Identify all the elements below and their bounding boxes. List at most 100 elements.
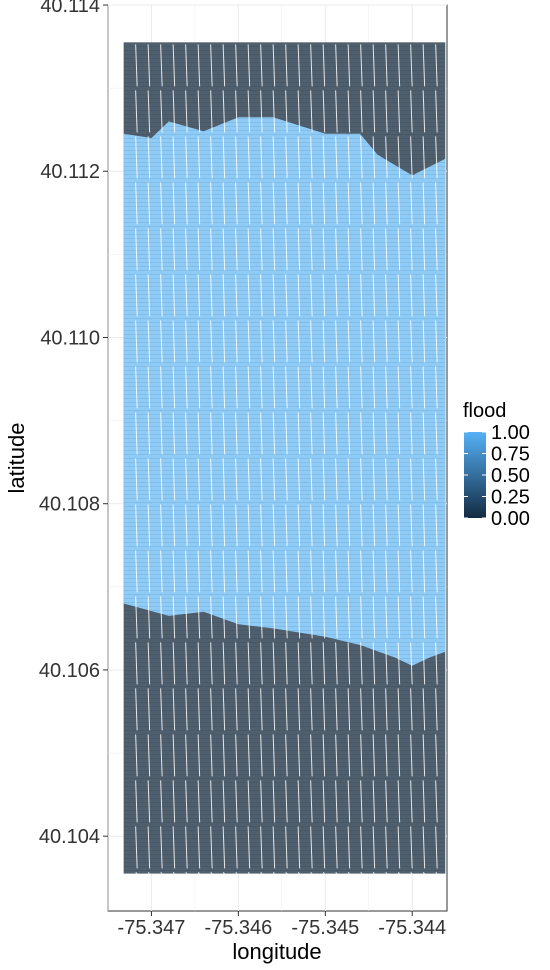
tile-seam — [372, 872, 375, 874]
tile-seam — [297, 228, 301, 271]
tile-seam — [285, 550, 288, 593]
x-axis-title: longitude — [232, 939, 321, 964]
tile-seam — [410, 734, 413, 777]
tile-seam — [322, 826, 326, 869]
legend-colorbar — [464, 432, 486, 518]
tile-seam — [185, 90, 188, 133]
tile-seam — [322, 504, 326, 547]
tile-seam — [397, 228, 401, 271]
tile-seam — [410, 550, 413, 593]
tile-seam — [210, 642, 213, 685]
tile-seam — [397, 780, 401, 823]
tile-seam — [372, 182, 376, 225]
tile-seam — [210, 688, 213, 731]
tile-seam — [285, 642, 288, 685]
tile-seam — [272, 734, 276, 777]
tile-seam — [310, 366, 313, 409]
tile-seam — [197, 274, 201, 317]
tile-seam — [347, 44, 351, 87]
tile-seam — [397, 412, 401, 455]
tile-seam — [322, 550, 326, 593]
tile-seam — [135, 182, 138, 225]
tile-seam — [410, 872, 413, 874]
tile-seam — [322, 596, 326, 639]
tile-seam — [322, 688, 326, 731]
tile-seam — [335, 688, 338, 731]
tile-seam — [197, 642, 201, 685]
tile-seam — [335, 780, 338, 823]
tile-seam — [197, 872, 200, 874]
tile-seam — [272, 596, 276, 639]
tile-seam — [260, 366, 263, 409]
tile-seam — [185, 550, 188, 593]
tile-seam — [435, 872, 438, 874]
tile-seam — [322, 412, 326, 455]
tile-seam — [160, 550, 163, 593]
tile-seam — [385, 872, 388, 874]
tile-seam — [160, 90, 163, 133]
tile-seam — [260, 688, 263, 731]
tile-seam — [210, 136, 213, 179]
tile-seam — [397, 136, 401, 179]
tile-seam — [397, 504, 401, 547]
tile-seam — [285, 458, 288, 501]
y-axis: 40.104 40.106 40.108 40.110 40.112 40.114 — [39, 0, 108, 848]
tile-seam — [185, 826, 188, 869]
y-tick-label: 40.112 — [40, 161, 100, 183]
tile-seam — [135, 780, 138, 823]
tile-seam — [410, 182, 413, 225]
tile-seam — [247, 412, 251, 455]
tile-seam — [322, 458, 326, 501]
tile-seam — [235, 872, 238, 874]
tile-seam — [335, 458, 338, 501]
tile-seam — [160, 826, 163, 869]
tile-seam — [397, 366, 401, 409]
tile-seam — [372, 780, 376, 823]
tile-seam — [147, 412, 151, 455]
tile-seam — [197, 550, 201, 593]
tile-seam — [197, 320, 201, 363]
tile-seam — [372, 596, 376, 639]
tile-seam — [297, 458, 301, 501]
tile-seam — [147, 596, 151, 639]
tile-seam — [285, 826, 288, 869]
tile-seam — [310, 320, 313, 363]
tile-seam — [372, 550, 376, 593]
tile-seam — [247, 504, 251, 547]
y-tick-label: 40.108 — [39, 494, 100, 516]
tile-seam — [185, 458, 188, 501]
tile-seam — [435, 642, 438, 685]
tile-seam — [210, 780, 213, 823]
tile-seam — [160, 458, 163, 501]
tile-seam — [172, 596, 176, 639]
tile-seam — [385, 458, 388, 501]
tile-seam — [160, 366, 163, 409]
tile-seam — [322, 642, 326, 685]
tile-seam — [247, 274, 251, 317]
tile-seam — [160, 274, 163, 317]
tile-seam — [197, 228, 201, 271]
tile-seam — [172, 320, 176, 363]
tile-seam — [322, 228, 326, 271]
tile-seam — [310, 136, 313, 179]
tile-seam — [347, 872, 350, 874]
tile-seam — [435, 596, 438, 639]
tile-seam — [247, 44, 251, 87]
tile-seam — [160, 504, 163, 547]
tile-seam — [135, 320, 138, 363]
tile-seam — [260, 734, 263, 777]
tile-seam — [235, 274, 238, 317]
tile-seam — [322, 366, 326, 409]
tile-seam — [172, 688, 176, 731]
tile-seam — [147, 44, 151, 87]
tile-seam — [260, 228, 263, 271]
tile-seam — [397, 274, 401, 317]
tile-seam — [222, 550, 226, 593]
tile-seam — [422, 458, 426, 501]
tile-seam — [335, 320, 338, 363]
tile-seam — [385, 688, 388, 731]
tile-seam — [397, 320, 401, 363]
tile-seam — [285, 320, 288, 363]
tile-seam — [435, 458, 438, 501]
